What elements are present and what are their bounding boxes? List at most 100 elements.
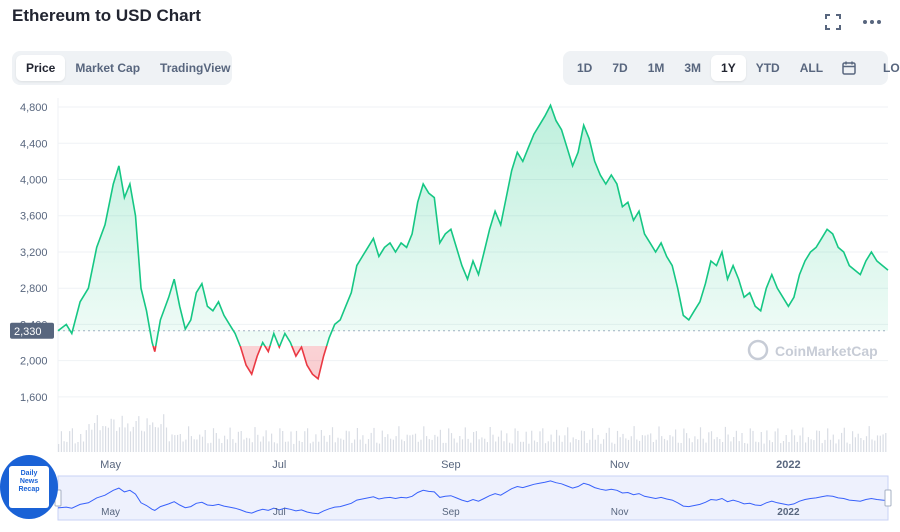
volume-bar (697, 439, 699, 452)
volume-bar (871, 439, 873, 452)
volume-bar (580, 430, 583, 452)
volume-bar (680, 443, 682, 452)
volume-bar (445, 442, 447, 452)
volume-bar (66, 441, 68, 452)
volume-bar (793, 435, 796, 452)
volume-bar (744, 443, 746, 452)
volume-bar (118, 427, 121, 452)
volume-bar (381, 430, 383, 452)
volume-bar (331, 427, 334, 452)
more-options-icon[interactable] (860, 10, 884, 34)
volume-bar (484, 438, 486, 452)
price-area-up (58, 105, 888, 346)
navigator-range[interactable] (57, 475, 889, 521)
volume-bar (710, 431, 713, 452)
volume-bar (608, 427, 610, 452)
volume-bar (569, 442, 571, 452)
volume-bar (672, 436, 674, 452)
volume-bar (293, 443, 295, 452)
volume-bar (287, 441, 289, 452)
volume-bar (636, 439, 638, 452)
range-1y[interactable]: 1Y (711, 55, 746, 81)
volume-bar (121, 415, 123, 452)
volume-bar (423, 426, 425, 452)
volume-bar (132, 426, 134, 452)
volume-bar (434, 434, 436, 452)
volume-bar (260, 441, 262, 452)
volume-bar (669, 435, 671, 452)
volume-bar (398, 426, 400, 452)
volume-bar (536, 442, 538, 452)
volume-bar (852, 431, 854, 452)
volume-bar (686, 433, 688, 452)
volume-bar (188, 426, 190, 452)
volume-bar (71, 428, 73, 452)
volume-bar (284, 441, 287, 452)
volume-bar (152, 422, 154, 452)
tab-market-cap[interactable]: Market Cap (75, 61, 141, 75)
volume-bar (603, 439, 605, 452)
volume-bar (201, 436, 204, 452)
range-1m[interactable]: 1M (647, 61, 665, 75)
volume-bar (226, 439, 228, 452)
volume-bar (503, 441, 505, 452)
volume-bar (185, 439, 187, 452)
volume-bar (60, 431, 62, 452)
volume-bar (550, 434, 552, 452)
tab-price[interactable]: Price (16, 55, 66, 81)
volume-bar (727, 434, 729, 452)
volume-bar (448, 428, 450, 452)
range-all[interactable]: ALL (799, 61, 824, 75)
coinmarketcap-logo-icon (747, 339, 769, 361)
volume-bar (182, 441, 184, 452)
volume-bar (412, 434, 414, 452)
volume-bar (639, 440, 641, 452)
volume-bar (661, 436, 663, 452)
volume-bar (827, 428, 829, 452)
price-area-down (153, 346, 327, 379)
volume-bar (544, 443, 547, 452)
log-scale-button[interactable]: LOG (883, 61, 900, 75)
volume-bar (547, 441, 549, 452)
volume-bar (268, 441, 270, 452)
chart-title: Ethereum to USD Chart (12, 6, 201, 25)
navigator-handle-right[interactable] (884, 489, 892, 507)
fullscreen-icon[interactable] (821, 10, 845, 34)
volume-bar (248, 438, 251, 452)
volume-bar (437, 436, 439, 452)
volume-bar (475, 431, 477, 452)
y-tick-label: 1,600 (20, 392, 48, 404)
volume-bar (647, 434, 649, 452)
volume-bar (193, 439, 195, 452)
volume-bar (318, 441, 320, 452)
volume-bar (221, 443, 223, 452)
range-1d[interactable]: 1D (577, 61, 593, 75)
y-tick-label: 3,200 (20, 247, 48, 259)
daily-news-recap-badge[interactable]: Daily News Recap (0, 455, 58, 519)
volume-bar (312, 441, 314, 452)
volume-bar (785, 435, 787, 452)
tab-tradingview[interactable]: TradingView (160, 61, 231, 75)
volume-bar (746, 443, 749, 452)
volume-bar (683, 428, 685, 452)
volume-bar (868, 426, 870, 452)
volume-bar (511, 443, 513, 452)
volume-bar (818, 430, 820, 452)
calendar-button[interactable] (833, 55, 865, 81)
volume-bar (558, 435, 560, 452)
volume-bar (614, 443, 616, 452)
range-ytd[interactable]: YTD (755, 61, 780, 75)
volume-bar (810, 439, 812, 452)
volume-bar (525, 431, 527, 452)
volume-bar (805, 442, 807, 452)
navigator-tick-label: Jul (273, 507, 286, 518)
range-7d[interactable]: 7D (612, 61, 628, 75)
volume-bar (583, 431, 585, 452)
volume-bar (135, 421, 137, 452)
volume-bar (163, 414, 165, 452)
volume-bar (876, 435, 879, 452)
volume-bar (232, 439, 234, 452)
volume-bar (575, 439, 577, 452)
range-3m[interactable]: 3M (684, 61, 702, 75)
